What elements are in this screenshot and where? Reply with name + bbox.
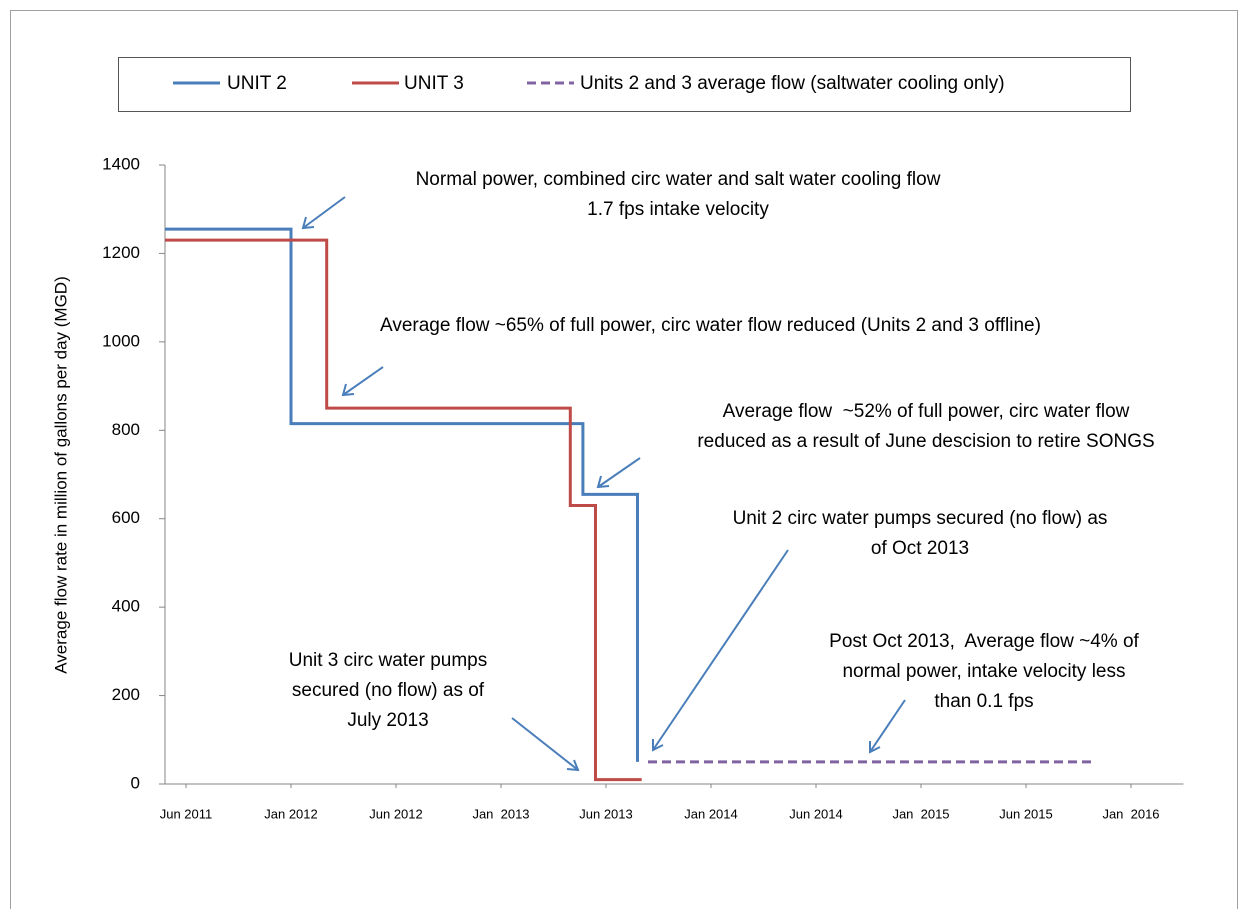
- y-tick-label: 1200: [102, 243, 140, 262]
- arrow-head: [869, 741, 881, 754]
- y-tick-label: 400: [112, 597, 140, 616]
- x-tick-label: Jun 2012: [369, 806, 423, 821]
- arrow: [652, 549, 789, 751]
- x-tick-label: Jun 2014: [789, 806, 843, 821]
- annotation: normal power, intake velocity less: [842, 661, 1125, 682]
- arrow: [511, 717, 579, 771]
- arrow-head: [652, 739, 664, 752]
- legend-label: UNIT 2: [227, 73, 287, 94]
- annotation: Average flow ~65% of full power, circ wa…: [380, 315, 1041, 336]
- legend-label: UNIT 3: [404, 73, 464, 94]
- arrow: [597, 457, 641, 488]
- x-tick-label: Jan 2015: [892, 806, 949, 821]
- y-tick-label: 0: [131, 773, 140, 792]
- series-line: [165, 227, 639, 762]
- x-tick-label: Jan 2014: [684, 806, 738, 821]
- annotation: July 2013: [347, 710, 428, 731]
- annotation: Unit 2 circ water pumps secured (no flow…: [733, 508, 1108, 529]
- y-tick-label: 1400: [102, 154, 140, 173]
- arrow-head: [566, 759, 580, 772]
- arrow: [869, 699, 906, 753]
- x-tick-label: Jan 2013: [472, 806, 529, 821]
- arrow: [302, 196, 346, 229]
- y-tick-label: 800: [112, 420, 140, 439]
- legend-box: [118, 57, 1131, 112]
- legend-label: Units 2 and 3 average flow (saltwater co…: [580, 73, 1005, 94]
- x-tick-label: Jan 2016: [1102, 806, 1159, 821]
- y-tick-label: 200: [112, 685, 140, 704]
- annotation: Normal power, combined circ water and sa…: [416, 169, 941, 190]
- arrow: [342, 366, 384, 396]
- annotation: 1.7 fps intake velocity: [587, 199, 769, 220]
- annotation: Average flow ~52% of full power, circ wa…: [723, 401, 1130, 422]
- x-tick-label: Jun 2013: [579, 806, 633, 821]
- series-line: [165, 238, 642, 782]
- x-tick-label: Jan 2012: [264, 806, 318, 821]
- arrow-head: [301, 216, 315, 230]
- annotation: Unit 3 circ water pumps: [289, 650, 488, 671]
- y-tick-label: 1000: [102, 331, 140, 350]
- y-tick-label: 600: [112, 508, 140, 527]
- chart-border: [10, 10, 1238, 909]
- annotation: of Oct 2013: [871, 538, 969, 559]
- x-tick-label: Jun 2011: [160, 806, 213, 821]
- y-axis-label: Average flow rate in million of gallons …: [51, 276, 70, 673]
- annotation: reduced as a result of June descision to…: [697, 431, 1154, 452]
- annotation: than 0.1 fps: [934, 691, 1033, 712]
- annotation: secured (no flow) as of: [292, 680, 485, 701]
- arrow-head: [341, 383, 355, 397]
- x-tick-label: Jun 2015: [999, 806, 1053, 821]
- annotation: Post Oct 2013, Average flow ~4% of: [829, 631, 1139, 652]
- arrows: [301, 196, 906, 772]
- arrow-head: [596, 475, 610, 489]
